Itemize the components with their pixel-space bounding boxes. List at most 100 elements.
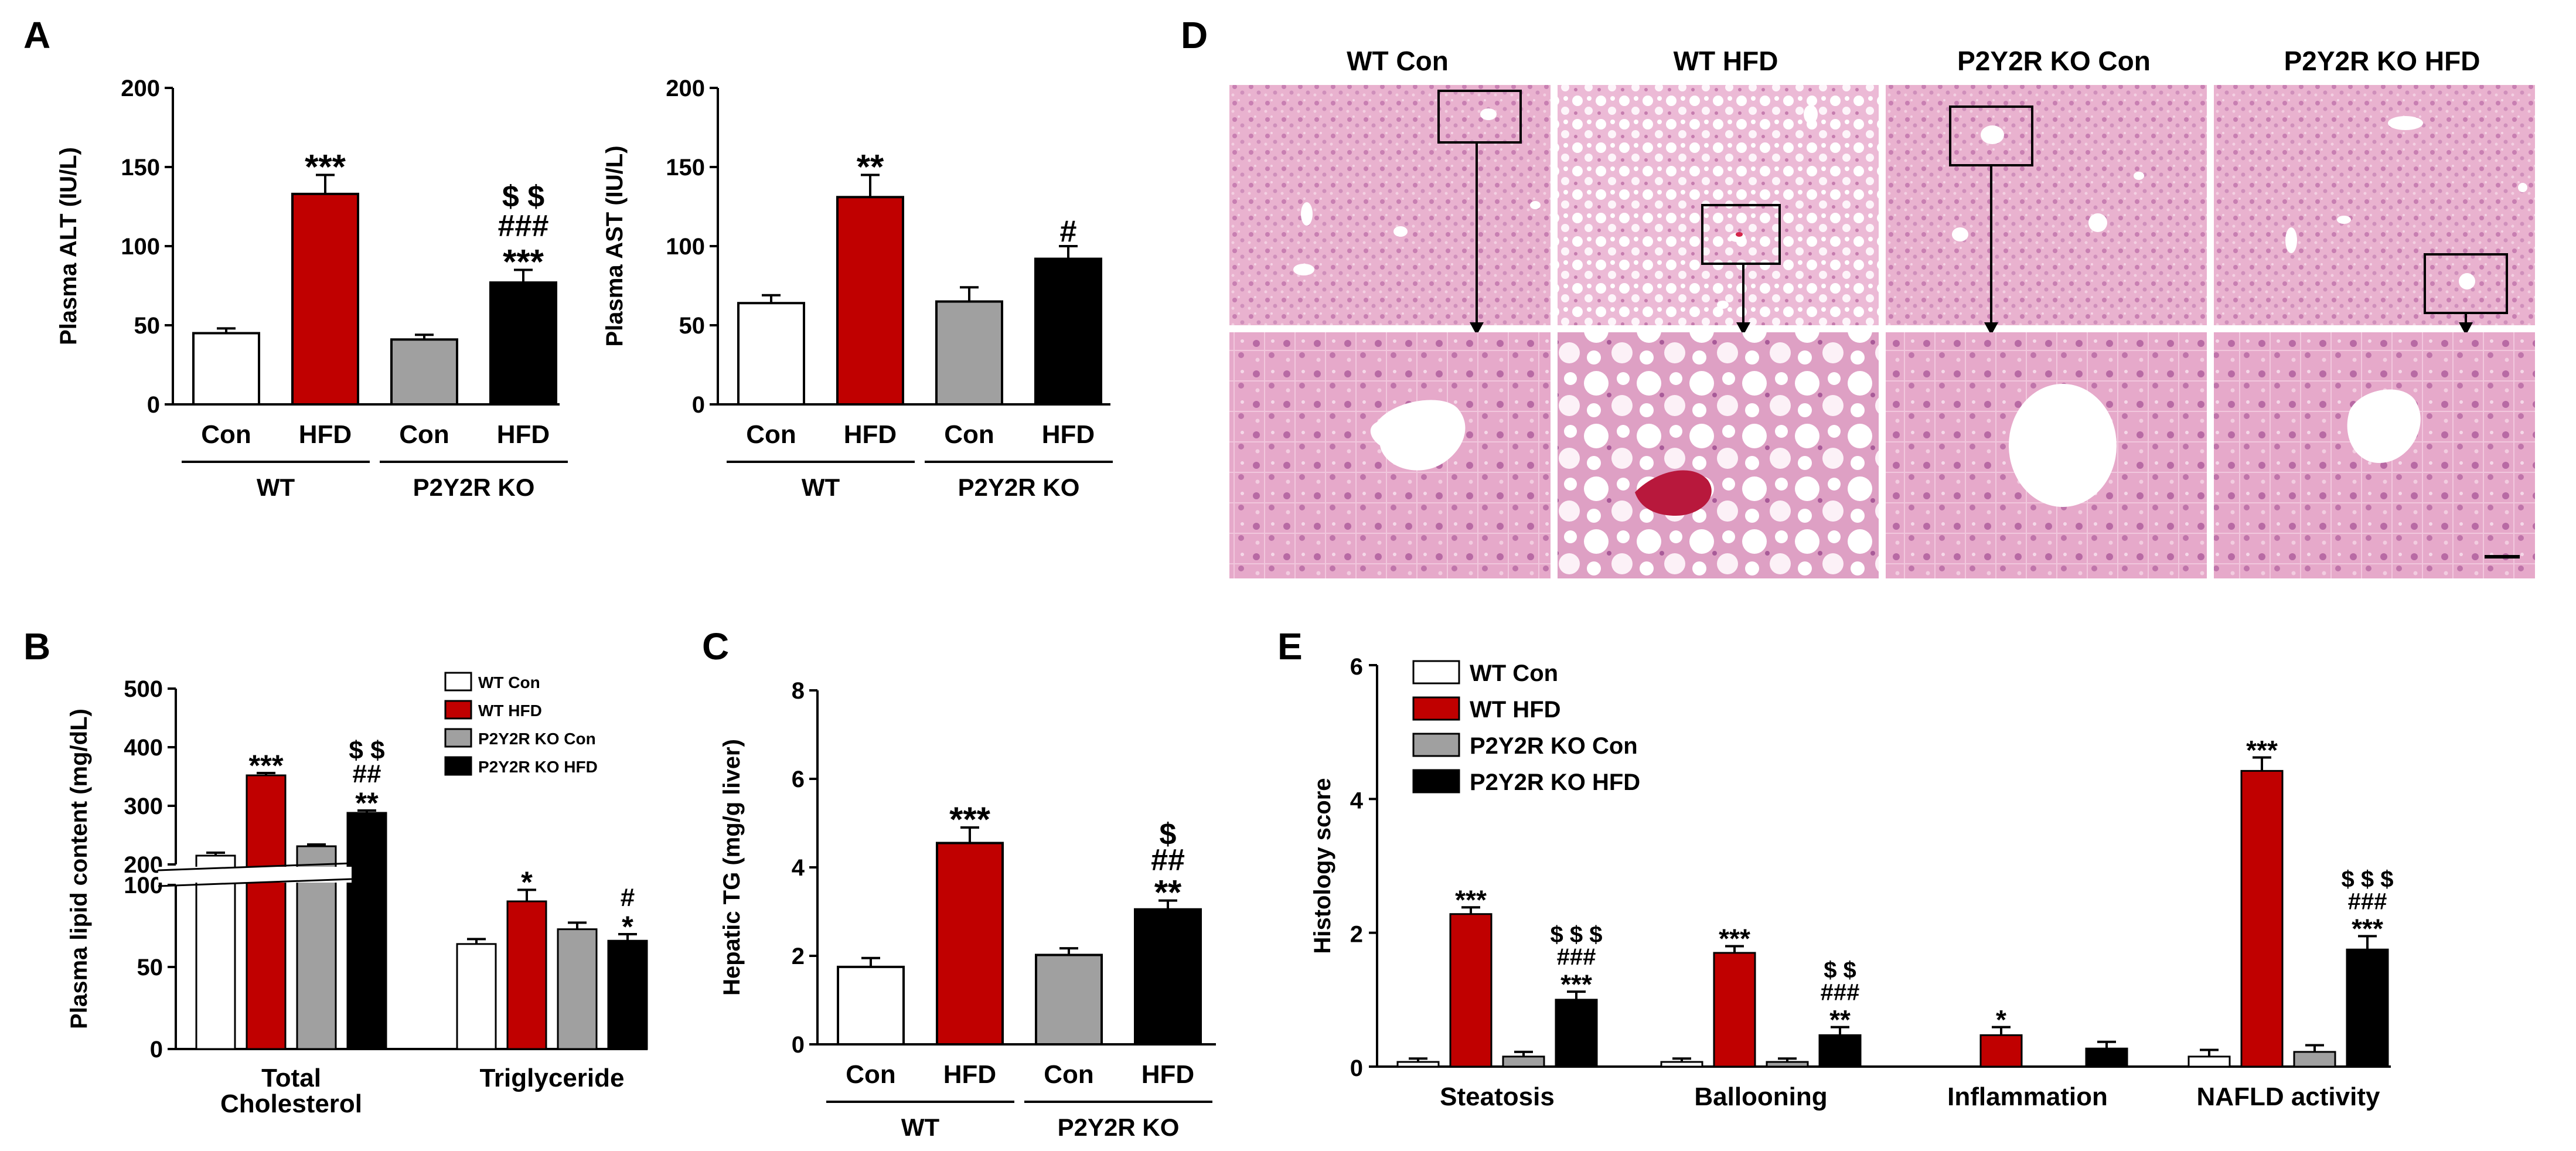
- bar-annotation: ##: [1151, 843, 1185, 877]
- bar-annotation: **: [1154, 873, 1182, 912]
- bar-annotation: $ $: [349, 736, 384, 765]
- central-vein-ko-con: [2009, 384, 2117, 507]
- bar-annotation: ***: [503, 242, 544, 281]
- bar: [1766, 1061, 1809, 1068]
- bar-annotation: ###: [1821, 980, 1860, 1006]
- chart-plasma-ast: 0 50 100 150 200 Plasma AST (IU/L) Con ** HFD Con…: [602, 76, 1113, 501]
- bar: [737, 302, 805, 406]
- bar-annotation: ***: [949, 800, 991, 839]
- bar-annotation: #: [1060, 214, 1077, 248]
- y-tick-label: 0: [147, 392, 160, 418]
- bar-annotation: **: [857, 147, 884, 186]
- category-label: Con: [944, 420, 994, 449]
- group-label: WT: [257, 474, 295, 501]
- axis-break-line: [158, 878, 352, 887]
- legend-swatch: [444, 756, 472, 776]
- y-tick-label: 2: [1350, 922, 1363, 948]
- panel-letter-e: E: [1277, 625, 1303, 668]
- bar-annotation: ***: [1719, 924, 1750, 954]
- bar-annotation: ***: [305, 147, 346, 186]
- bar: [346, 812, 387, 1050]
- category-label: Steatosis: [1440, 1082, 1555, 1111]
- legend-label: P2Y2R KO Con: [1470, 733, 1638, 759]
- legend-label: P2Y2R KO HFD: [478, 758, 598, 776]
- panel-letter-c: C: [702, 625, 729, 668]
- legend-swatch: [444, 700, 472, 720]
- bar: [1502, 1055, 1545, 1068]
- y-tick-label: 0: [792, 1032, 805, 1058]
- legend-label: WT HFD: [478, 702, 542, 720]
- y-tick-label: 100: [121, 234, 160, 260]
- bar: [557, 928, 598, 1050]
- histo-title-wt-hfd: WT HFD: [1674, 46, 1778, 76]
- y-axis-label: Plasma AST (IU/L): [602, 145, 628, 346]
- category-label: HFD: [943, 1060, 996, 1089]
- bar: [246, 774, 287, 1050]
- bar: [2187, 1055, 2231, 1068]
- bar: [1818, 1034, 1862, 1068]
- chart-plasma-alt: 0 50 100 150 200 Plasma ALT (IU/L) Con *** HFD Co…: [56, 76, 568, 501]
- bar: [1449, 913, 1493, 1068]
- bar: [506, 900, 547, 1050]
- bar: [390, 338, 458, 406]
- bar: [456, 943, 497, 1050]
- legend-label: P2Y2R KO Con: [478, 730, 596, 748]
- bar: [1396, 1061, 1440, 1068]
- y-tick-label: 200: [124, 852, 163, 878]
- bar-annotation: $ $ $: [1551, 922, 1603, 948]
- bar: [195, 854, 236, 1050]
- bar-annotation: *: [1996, 1004, 2006, 1035]
- category-label: HFD: [1042, 420, 1095, 449]
- bar-annotation: #: [621, 883, 635, 912]
- category-label: Con: [846, 1060, 896, 1089]
- y-axis-label: Plasma lipid content (mg/dL): [66, 709, 92, 1029]
- y-tick-label: 4: [792, 855, 805, 881]
- category-label: Inflammation: [1947, 1082, 2108, 1111]
- bar-annotation: ***: [2246, 735, 2278, 765]
- chart-hepatic-tg: 0 2 4 6 8 Hepatic TG (mg/g liver) Con *** HFD Con…: [719, 678, 1216, 1141]
- panel-letter-d: D: [1181, 14, 1208, 56]
- y-tick-label: 50: [679, 313, 706, 339]
- bar-annotation: ***: [2352, 914, 2383, 944]
- legend-swatch: [1412, 769, 1460, 794]
- vessel-lumens-low: [1293, 105, 2527, 309]
- y-tick-label: 50: [137, 955, 163, 980]
- bar: [2240, 769, 2284, 1068]
- y-axis-label: Histology score: [1310, 778, 1335, 954]
- y-axis-label: Hepatic TG (mg/g liver): [719, 739, 745, 996]
- bar-annotation: $ $: [1824, 958, 1856, 983]
- group-label: P2Y2R KO: [413, 474, 535, 501]
- bar-annotation: *: [622, 910, 633, 943]
- y-tick-label: 50: [134, 313, 161, 339]
- bar: [192, 332, 260, 406]
- y-tick-label: 400: [124, 735, 163, 761]
- y-tick-label: 150: [121, 155, 160, 181]
- bar: [489, 281, 557, 406]
- bar-annotation: ###: [1557, 944, 1596, 970]
- hemorrhage-wt-hfd: [1635, 470, 1712, 516]
- panel-letter-b: B: [23, 625, 50, 668]
- bar: [1134, 908, 1202, 1046]
- category-label: Con: [201, 420, 251, 449]
- legend-label: WT HFD: [1470, 697, 1561, 723]
- y-tick-label: 0: [150, 1037, 163, 1063]
- group-label: WT: [802, 474, 840, 501]
- bar: [2346, 948, 2389, 1068]
- category-label: Con: [399, 420, 449, 449]
- central-vein-wt-con: [1370, 400, 1466, 471]
- legend-label: WT Con: [1470, 660, 1558, 686]
- bar-annotation: $ $: [502, 180, 544, 214]
- bar-annotation: **: [355, 786, 379, 819]
- bar: [2293, 1051, 2336, 1068]
- category-label: Triglyceride: [479, 1064, 624, 1092]
- bar: [935, 300, 1003, 406]
- category-label: HFD: [299, 420, 352, 449]
- y-tick-label: 0: [1350, 1055, 1363, 1081]
- axis-break-line: [158, 862, 352, 871]
- bar: [1979, 1034, 2023, 1068]
- group-label: P2Y2R KO: [1058, 1113, 1180, 1141]
- y-tick-label: 500: [124, 676, 163, 702]
- bar: [2085, 1047, 2128, 1068]
- y-tick-label: 4: [1350, 788, 1364, 813]
